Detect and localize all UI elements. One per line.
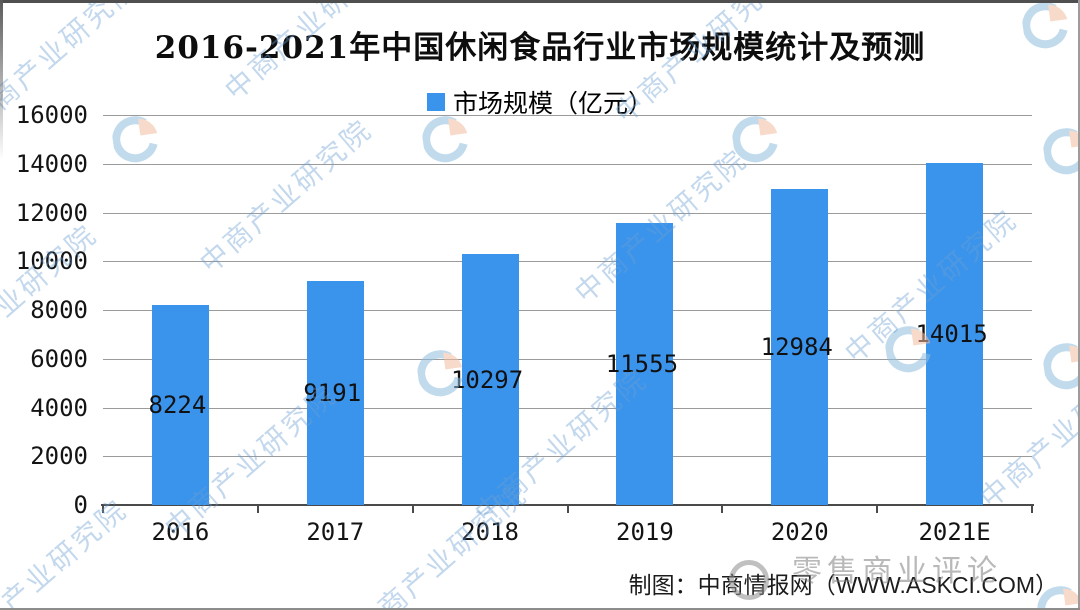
- bar-2021E: [926, 163, 984, 505]
- gridline: [103, 212, 1032, 214]
- x-axis-tick-mark: [256, 505, 259, 513]
- gridline: [103, 261, 1032, 263]
- x-axis-tick-label: 2019: [616, 518, 674, 546]
- bar-2016: [151, 304, 209, 505]
- zhongshang-logo-icon: [1041, 340, 1080, 394]
- bar-2017: [306, 280, 364, 505]
- gridline: [103, 115, 1032, 116]
- y-axis-tick-label: 12000: [15, 198, 88, 227]
- frame-border-right: [1078, 0, 1080, 610]
- legend-swatch-icon: [426, 93, 445, 111]
- y-axis-tick-label: 8000: [30, 296, 88, 324]
- x-axis-tick-mark: [102, 505, 104, 513]
- gridline: [103, 358, 1032, 360]
- zhongshang-logo-icon: [110, 113, 164, 167]
- frame-border-bottom: [0, 608, 1080, 610]
- bar-value-label: 8224: [148, 390, 207, 419]
- x-axis-tick-label: 2020: [770, 518, 829, 546]
- circle-ring-icon: [729, 560, 769, 600]
- x-axis-tick-mark: [411, 505, 414, 513]
- gridline: [103, 310, 1032, 311]
- x-axis-tick-mark: [1031, 505, 1033, 513]
- brand-watermark-text: 中商产业研究院: [193, 113, 379, 280]
- bar-value-label: 12984: [760, 332, 833, 361]
- bar-value-label: 11555: [605, 350, 679, 379]
- legend-label: 市场规模（亿元）: [452, 90, 653, 118]
- chart-credit: 制图：中商情报网（WWW.ASKCI.COM）: [628, 572, 1058, 598]
- gridline: [103, 163, 1032, 165]
- y-axis-tick-label: 14000: [15, 149, 88, 178]
- overlay-watermark-text: 零售商业评论: [792, 555, 1002, 588]
- y-axis-tick-label: 0: [73, 491, 88, 519]
- y-axis-tick-label: 10000: [15, 247, 88, 276]
- bar-2020: [771, 188, 829, 505]
- x-axis-tick-mark: [566, 505, 569, 513]
- zhongshang-logo-icon: [420, 113, 474, 167]
- y-axis-tick-label: 16000: [15, 101, 88, 129]
- bar-value-label: 10297: [450, 365, 524, 394]
- x-axis-tick-label: 2021E: [918, 518, 991, 546]
- zhongshang-logo-icon: [1041, 125, 1080, 179]
- legend: 市场规模（亿元）: [0, 84, 1080, 120]
- bar-2019: [616, 223, 674, 505]
- frame-border-top: [0, 0, 1080, 3]
- frame-border-left: [0, 0, 3, 160]
- y-axis-tick-label: 6000: [30, 344, 88, 373]
- chart-title: 2016-2021年中国休闲食品行业市场规模统计及预测: [154, 30, 926, 66]
- bar-2018: [461, 254, 519, 505]
- gridline: [103, 407, 1032, 409]
- y-axis-tick-label: 4000: [30, 393, 88, 422]
- y-axis-tick-label: 2000: [30, 442, 88, 471]
- x-axis-tick-label: 2018: [461, 518, 519, 546]
- bar-value-label: 9191: [303, 378, 362, 407]
- gridline: [103, 456, 1032, 458]
- brand-watermark-text: 中商产业研究院: [973, 348, 1080, 515]
- x-axis-tick-mark: [876, 505, 879, 513]
- x-axis-tick-label: 2016: [151, 518, 210, 546]
- x-axis-tick-label: 2017: [306, 518, 365, 546]
- x-axis-tick-mark: [721, 505, 724, 513]
- zhongshang-logo-icon: [730, 113, 784, 167]
- bar-value-label: 14015: [915, 320, 988, 349]
